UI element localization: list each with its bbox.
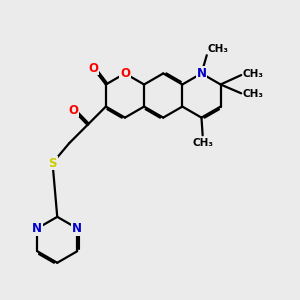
Text: O: O bbox=[120, 67, 130, 80]
Text: N: N bbox=[32, 222, 42, 235]
Text: N: N bbox=[196, 67, 206, 80]
Text: CH₃: CH₃ bbox=[192, 138, 213, 148]
Text: O: O bbox=[68, 104, 78, 117]
Text: N: N bbox=[72, 222, 82, 235]
Text: CH₃: CH₃ bbox=[242, 89, 263, 99]
Text: O: O bbox=[88, 62, 98, 75]
Text: S: S bbox=[48, 157, 57, 169]
Text: CH₃: CH₃ bbox=[208, 44, 229, 54]
Text: CH₃: CH₃ bbox=[242, 70, 263, 80]
